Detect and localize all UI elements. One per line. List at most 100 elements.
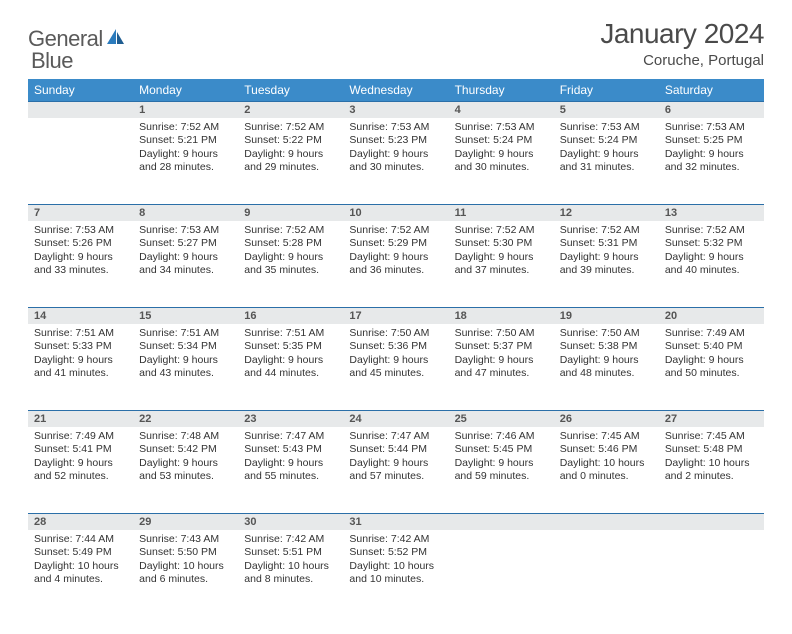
day-cell: Sunrise: 7:45 AMSunset: 5:46 PMDaylight:… xyxy=(554,427,659,513)
day-cell xyxy=(449,530,554,616)
sunset-line: Sunset: 5:43 PM xyxy=(244,443,337,456)
day-cell: Sunrise: 7:44 AMSunset: 5:49 PMDaylight:… xyxy=(28,530,133,616)
sunrise-line: Sunrise: 7:53 AM xyxy=(665,121,758,134)
sunrise-line: Sunrise: 7:53 AM xyxy=(139,224,232,237)
day-number: 27 xyxy=(659,410,764,427)
sunrise-line: Sunrise: 7:50 AM xyxy=(560,327,653,340)
day-cell: Sunrise: 7:53 AMSunset: 5:24 PMDaylight:… xyxy=(449,118,554,204)
sunset-line: Sunset: 5:28 PM xyxy=(244,237,337,250)
daylight-line: Daylight: 9 hours and 55 minutes. xyxy=(244,457,337,484)
day-details: Sunrise: 7:52 AMSunset: 5:30 PMDaylight:… xyxy=(449,221,554,282)
sunrise-line: Sunrise: 7:51 AM xyxy=(34,327,127,340)
day-number: 12 xyxy=(554,204,659,221)
day-details: Sunrise: 7:48 AMSunset: 5:42 PMDaylight:… xyxy=(133,427,238,488)
day-number: 25 xyxy=(449,410,554,427)
page-title: January 2024 xyxy=(600,18,764,50)
day-number: 14 xyxy=(28,307,133,324)
sunrise-line: Sunrise: 7:52 AM xyxy=(139,121,232,134)
sunrise-line: Sunrise: 7:48 AM xyxy=(139,430,232,443)
weekday-header: Saturday xyxy=(659,79,764,101)
day-number: 21 xyxy=(28,410,133,427)
day-number-empty xyxy=(659,513,764,530)
day-cell: Sunrise: 7:48 AMSunset: 5:42 PMDaylight:… xyxy=(133,427,238,513)
daylight-line: Daylight: 9 hours and 44 minutes. xyxy=(244,354,337,381)
day-cell xyxy=(28,118,133,204)
daylight-line: Daylight: 10 hours and 10 minutes. xyxy=(349,560,442,587)
daylight-line: Daylight: 10 hours and 6 minutes. xyxy=(139,560,232,587)
daylight-line: Daylight: 9 hours and 32 minutes. xyxy=(665,148,758,175)
daylight-line: Daylight: 9 hours and 52 minutes. xyxy=(34,457,127,484)
sunset-line: Sunset: 5:45 PM xyxy=(455,443,548,456)
day-number: 23 xyxy=(238,410,343,427)
day-cell: Sunrise: 7:50 AMSunset: 5:38 PMDaylight:… xyxy=(554,324,659,410)
day-number: 28 xyxy=(28,513,133,530)
sunrise-line: Sunrise: 7:42 AM xyxy=(244,533,337,546)
day-details: Sunrise: 7:45 AMSunset: 5:46 PMDaylight:… xyxy=(554,427,659,488)
day-details: Sunrise: 7:52 AMSunset: 5:31 PMDaylight:… xyxy=(554,221,659,282)
sunrise-line: Sunrise: 7:53 AM xyxy=(560,121,653,134)
sunrise-line: Sunrise: 7:51 AM xyxy=(139,327,232,340)
sunset-line: Sunset: 5:30 PM xyxy=(455,237,548,250)
sunset-line: Sunset: 5:24 PM xyxy=(560,134,653,147)
daylight-line: Daylight: 9 hours and 43 minutes. xyxy=(139,354,232,381)
sunset-line: Sunset: 5:52 PM xyxy=(349,546,442,559)
weekday-header: Wednesday xyxy=(343,79,448,101)
sunset-line: Sunset: 5:35 PM xyxy=(244,340,337,353)
day-number-empty xyxy=(449,513,554,530)
day-cell: Sunrise: 7:52 AMSunset: 5:22 PMDaylight:… xyxy=(238,118,343,204)
sunrise-line: Sunrise: 7:42 AM xyxy=(349,533,442,546)
day-number: 8 xyxy=(133,204,238,221)
daylight-line: Daylight: 9 hours and 30 minutes. xyxy=(455,148,548,175)
day-cell: Sunrise: 7:53 AMSunset: 5:24 PMDaylight:… xyxy=(554,118,659,204)
day-details: Sunrise: 7:53 AMSunset: 5:23 PMDaylight:… xyxy=(343,118,448,179)
sunset-line: Sunset: 5:46 PM xyxy=(560,443,653,456)
day-number: 13 xyxy=(659,204,764,221)
daylight-line: Daylight: 9 hours and 31 minutes. xyxy=(560,148,653,175)
sunrise-line: Sunrise: 7:43 AM xyxy=(139,533,232,546)
daynum-row: 21222324252627 xyxy=(28,410,764,427)
day-details: Sunrise: 7:49 AMSunset: 5:40 PMDaylight:… xyxy=(659,324,764,385)
day-cell: Sunrise: 7:50 AMSunset: 5:37 PMDaylight:… xyxy=(449,324,554,410)
daylight-line: Daylight: 9 hours and 40 minutes. xyxy=(665,251,758,278)
day-cell: Sunrise: 7:51 AMSunset: 5:35 PMDaylight:… xyxy=(238,324,343,410)
sunset-line: Sunset: 5:42 PM xyxy=(139,443,232,456)
daylight-line: Daylight: 10 hours and 8 minutes. xyxy=(244,560,337,587)
daynum-row: 78910111213 xyxy=(28,204,764,221)
sunset-line: Sunset: 5:38 PM xyxy=(560,340,653,353)
sunrise-line: Sunrise: 7:52 AM xyxy=(560,224,653,237)
day-number: 24 xyxy=(343,410,448,427)
weekday-header: Sunday xyxy=(28,79,133,101)
sunset-line: Sunset: 5:25 PM xyxy=(665,134,758,147)
daylight-line: Daylight: 9 hours and 53 minutes. xyxy=(139,457,232,484)
sunset-line: Sunset: 5:26 PM xyxy=(34,237,127,250)
daylight-line: Daylight: 10 hours and 2 minutes. xyxy=(665,457,758,484)
day-cell: Sunrise: 7:47 AMSunset: 5:44 PMDaylight:… xyxy=(343,427,448,513)
day-details: Sunrise: 7:53 AMSunset: 5:25 PMDaylight:… xyxy=(659,118,764,179)
daylight-line: Daylight: 9 hours and 59 minutes. xyxy=(455,457,548,484)
day-details: Sunrise: 7:42 AMSunset: 5:51 PMDaylight:… xyxy=(238,530,343,591)
day-cell: Sunrise: 7:53 AMSunset: 5:26 PMDaylight:… xyxy=(28,221,133,307)
day-details: Sunrise: 7:51 AMSunset: 5:35 PMDaylight:… xyxy=(238,324,343,385)
sunset-line: Sunset: 5:22 PM xyxy=(244,134,337,147)
daylight-line: Daylight: 9 hours and 50 minutes. xyxy=(665,354,758,381)
day-cell: Sunrise: 7:51 AMSunset: 5:33 PMDaylight:… xyxy=(28,324,133,410)
sunset-line: Sunset: 5:29 PM xyxy=(349,237,442,250)
day-details: Sunrise: 7:53 AMSunset: 5:24 PMDaylight:… xyxy=(449,118,554,179)
sunrise-line: Sunrise: 7:46 AM xyxy=(455,430,548,443)
weekday-header: Friday xyxy=(554,79,659,101)
sunset-line: Sunset: 5:49 PM xyxy=(34,546,127,559)
day-cell: Sunrise: 7:52 AMSunset: 5:30 PMDaylight:… xyxy=(449,221,554,307)
day-cell: Sunrise: 7:49 AMSunset: 5:40 PMDaylight:… xyxy=(659,324,764,410)
day-details: Sunrise: 7:50 AMSunset: 5:38 PMDaylight:… xyxy=(554,324,659,385)
day-cell: Sunrise: 7:52 AMSunset: 5:28 PMDaylight:… xyxy=(238,221,343,307)
day-details: Sunrise: 7:43 AMSunset: 5:50 PMDaylight:… xyxy=(133,530,238,591)
daynum-row: 123456 xyxy=(28,101,764,118)
day-number: 11 xyxy=(449,204,554,221)
day-number: 9 xyxy=(238,204,343,221)
day-cell: Sunrise: 7:50 AMSunset: 5:36 PMDaylight:… xyxy=(343,324,448,410)
sunset-line: Sunset: 5:27 PM xyxy=(139,237,232,250)
day-cell: Sunrise: 7:52 AMSunset: 5:21 PMDaylight:… xyxy=(133,118,238,204)
day-number-empty xyxy=(28,101,133,118)
day-details: Sunrise: 7:45 AMSunset: 5:48 PMDaylight:… xyxy=(659,427,764,488)
sunrise-line: Sunrise: 7:53 AM xyxy=(349,121,442,134)
